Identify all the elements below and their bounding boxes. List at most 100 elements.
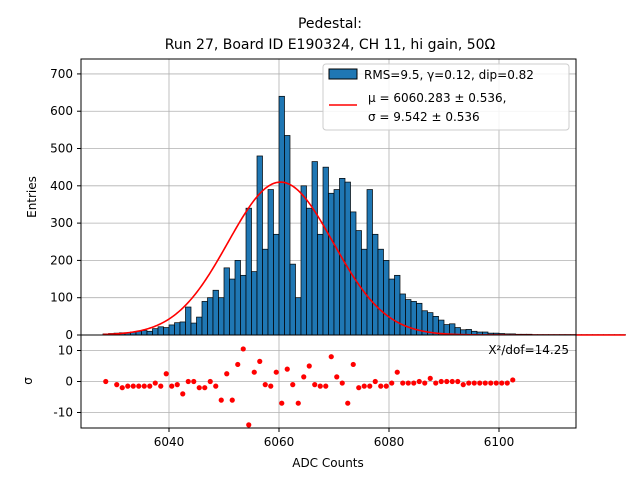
histogram-bar xyxy=(333,189,340,336)
residual-point xyxy=(482,380,488,386)
residual-point xyxy=(174,382,180,388)
residual-point xyxy=(125,383,131,389)
residual-point xyxy=(213,383,219,389)
chart-title-line1: Pedestal: xyxy=(298,16,362,32)
residual-point xyxy=(119,385,125,391)
histogram-bar xyxy=(377,248,384,336)
residual-point xyxy=(262,382,268,388)
bottom-y-tick-label: 0 xyxy=(65,375,73,389)
residual-point xyxy=(114,382,120,388)
residual-point xyxy=(510,377,516,383)
histogram-bar xyxy=(201,301,208,336)
bottom-y-tick-label: -10 xyxy=(53,406,73,420)
histogram-bar xyxy=(289,263,296,336)
x-tick-label: 6060 xyxy=(264,435,295,449)
residual-point xyxy=(312,382,318,388)
histogram-bar xyxy=(196,316,203,336)
histogram-bar xyxy=(207,297,214,336)
histogram-bar xyxy=(300,185,307,336)
legend-fit-line1: μ = 6060.283 ± 0.536, xyxy=(368,91,506,105)
residual-point xyxy=(416,378,422,385)
residual-point xyxy=(191,378,197,385)
residual-point xyxy=(235,361,241,368)
bottom-y-tick-label: 10 xyxy=(58,344,73,358)
histogram-bar xyxy=(317,233,324,336)
histogram-bar xyxy=(295,297,302,336)
residual-point xyxy=(224,371,230,377)
top-y-tick-label: 300 xyxy=(50,216,73,230)
residual-point xyxy=(273,369,279,375)
top-y-tick-label: 700 xyxy=(50,67,73,81)
x-tick-label: 6080 xyxy=(374,435,405,449)
top-y-tick-label: 200 xyxy=(50,253,73,267)
bottom-y-axis: -10 0 10 xyxy=(53,344,81,420)
histogram-bar xyxy=(306,207,313,336)
residual-point xyxy=(361,383,367,389)
residual-point xyxy=(130,383,136,389)
residual-point xyxy=(350,361,356,368)
histogram-bar xyxy=(157,326,164,336)
histogram-bar xyxy=(383,260,390,336)
histogram-bar xyxy=(278,95,285,336)
histogram-bar xyxy=(394,274,401,336)
chart-title-line2: Run 27, Board ID E190324, CH 11, hi gain… xyxy=(165,37,496,53)
residual-point xyxy=(499,380,505,386)
residual-point xyxy=(306,363,312,369)
residual-point xyxy=(257,358,263,364)
residual-point xyxy=(147,383,153,389)
residual-point xyxy=(488,380,494,386)
histogram-bar xyxy=(245,207,252,336)
residual-point xyxy=(158,383,164,389)
histogram-bar xyxy=(256,155,263,336)
histogram-bar xyxy=(223,267,230,336)
residual-point xyxy=(218,397,224,403)
histogram-bar xyxy=(344,181,351,336)
histogram-bar xyxy=(212,289,219,336)
histogram-bar xyxy=(388,278,395,336)
residual-point xyxy=(284,366,290,372)
x-axis-title: ADC Counts xyxy=(292,456,364,470)
residual-point xyxy=(279,400,285,406)
histogram-bar xyxy=(185,306,192,336)
histogram-bar xyxy=(174,322,181,336)
residual-point xyxy=(411,380,417,386)
residual-point xyxy=(136,383,142,389)
histogram-bar xyxy=(152,328,159,336)
residual-point xyxy=(328,354,334,360)
residual-point xyxy=(345,400,351,406)
residual-point xyxy=(103,378,109,385)
histogram-bar xyxy=(240,274,247,336)
residual-point xyxy=(455,378,461,385)
residual-point xyxy=(196,385,202,391)
residual-point xyxy=(295,400,301,406)
residual-point xyxy=(290,382,296,388)
residual-point xyxy=(493,380,499,386)
legend: RMS=9.5, γ=0.12, dip=0.82 μ = 6060.283 ±… xyxy=(322,63,570,131)
histogram-bar xyxy=(284,135,291,336)
legend-box xyxy=(322,63,570,131)
histogram-bar xyxy=(339,178,346,336)
legend-fit-line2: σ = 9.542 ± 0.536 xyxy=(368,110,480,124)
histogram-bar xyxy=(262,248,269,336)
top-y-axis: 0 100 200 300 400 500 600 700 xyxy=(50,67,81,342)
histogram-bar xyxy=(141,330,148,336)
residual-point xyxy=(202,385,208,391)
residual-point xyxy=(207,378,213,385)
residual-point xyxy=(433,380,439,386)
residual-point xyxy=(246,422,252,428)
residual-point xyxy=(449,378,455,385)
histogram-bar xyxy=(234,260,241,336)
histogram-bar xyxy=(251,271,258,336)
residual-point xyxy=(460,382,466,388)
residual-point xyxy=(339,380,345,386)
residual-point xyxy=(229,397,235,403)
residual-point xyxy=(394,369,400,375)
histogram-bar xyxy=(146,330,153,336)
residual-point xyxy=(427,375,433,381)
residual-point xyxy=(378,383,384,389)
histogram-bar xyxy=(190,322,197,336)
residual-point xyxy=(389,380,395,386)
residual-point xyxy=(323,383,329,389)
histogram-bar xyxy=(405,299,412,336)
bottom-grid xyxy=(81,335,576,428)
